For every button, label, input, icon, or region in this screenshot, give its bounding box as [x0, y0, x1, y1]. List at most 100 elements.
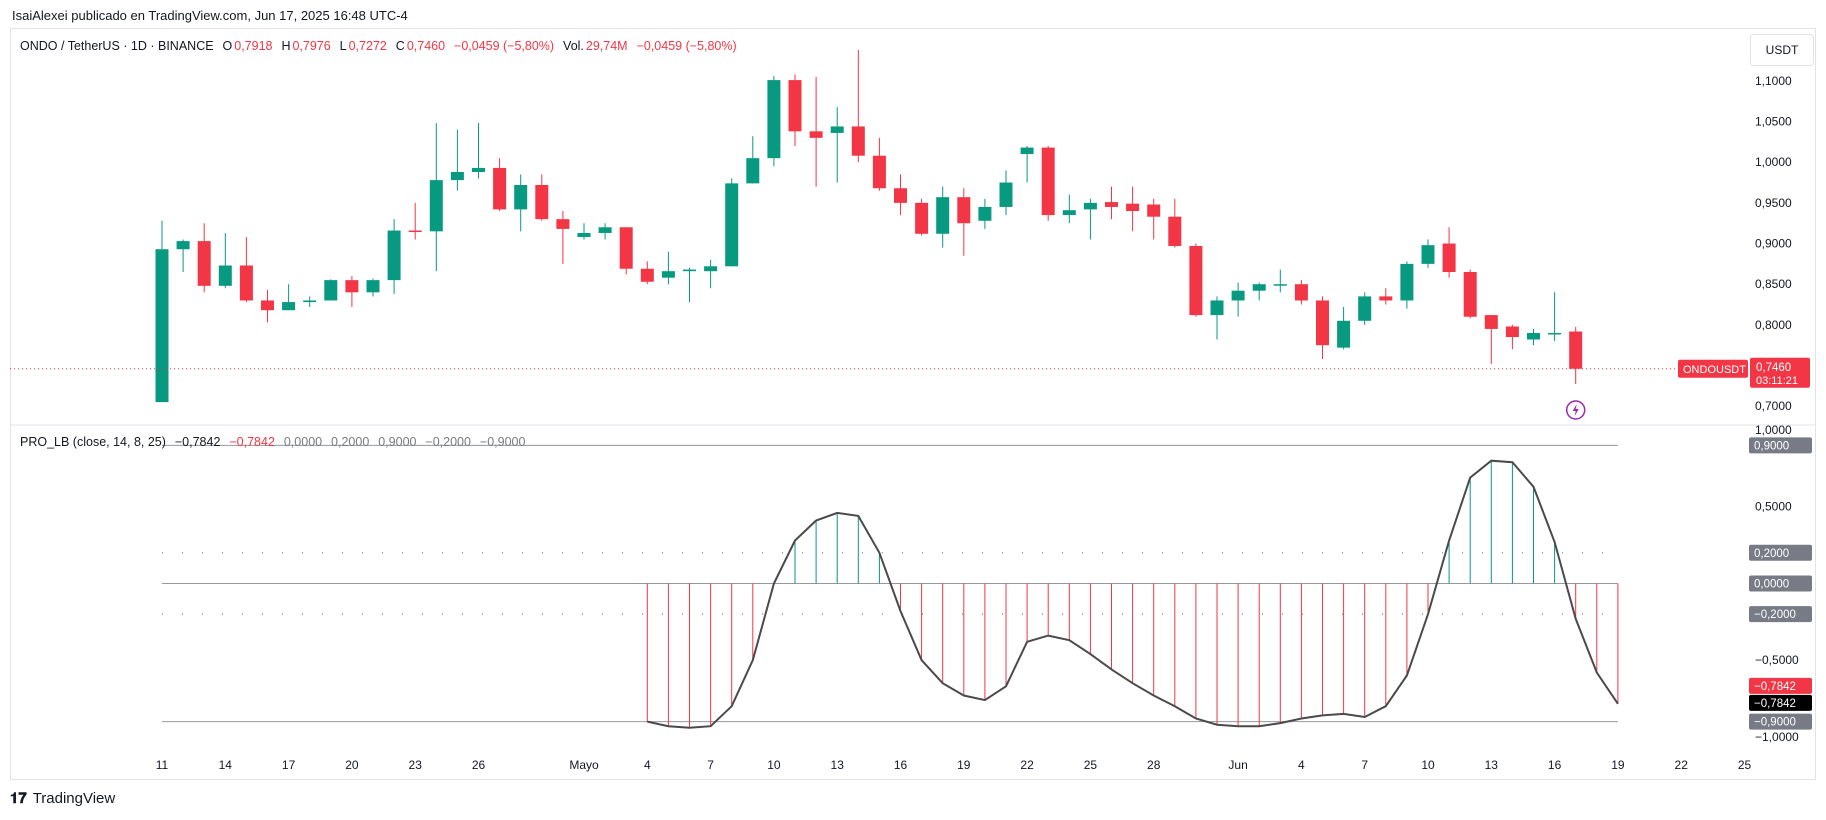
candle-body — [936, 197, 950, 234]
currency-button[interactable]: USDT — [1750, 34, 1814, 66]
candle-body — [1273, 284, 1287, 286]
lightning-bolt-icon — [1572, 404, 1579, 416]
candle-body — [619, 227, 633, 269]
time-axis-tick: 14 — [219, 758, 233, 772]
indicator-value-5: 0,9000 — [378, 435, 417, 449]
time-axis-tick: 7 — [707, 758, 714, 772]
time-axis-tick: Mayo — [569, 758, 599, 772]
time-axis-tick: 19 — [957, 758, 971, 772]
candle-body — [957, 197, 971, 224]
time-axis-tick: 25 — [1738, 758, 1752, 772]
price-axis-tick: 0,7000 — [1755, 399, 1792, 413]
candle-body — [577, 232, 591, 238]
time-axis-tick: 26 — [472, 758, 486, 772]
indicator-legend: PRO_LB (close, 14, 8, 25) −0,7842 −0,784… — [20, 435, 527, 449]
level-tag-bg — [1749, 606, 1812, 623]
time-axis-tick: 10 — [1421, 758, 1435, 772]
current-value-tag-2: −0,7842 — [1754, 698, 1796, 710]
level-tag: 0,2000 — [1754, 548, 1789, 560]
time-axis-tick: 11 — [156, 758, 169, 772]
symbol-tag: ONDOUSDT — [1683, 364, 1746, 376]
time-axis-tick: 16 — [1548, 758, 1562, 772]
candle-body — [472, 167, 485, 172]
open-label: O — [222, 39, 233, 53]
level-tag: −0,2000 — [1754, 609, 1796, 621]
current-value-tag: −0,7842 — [1754, 681, 1796, 693]
candle-body — [218, 265, 232, 286]
candle-body — [303, 300, 317, 303]
last-price-label: 0,7460 — [1756, 362, 1791, 374]
candle-body — [1210, 300, 1224, 316]
oscillator-axis-tick: −1,0000 — [1755, 730, 1799, 744]
level-tag-bg — [1749, 437, 1812, 454]
level-tag: 0,0000 — [1754, 578, 1789, 590]
candle-body — [872, 155, 886, 189]
candle-body — [1041, 147, 1055, 216]
price-axis-tick: 0,9500 — [1755, 196, 1792, 210]
candle-body — [1379, 296, 1393, 301]
time-axis-tick: 22 — [1020, 758, 1034, 772]
oscillator-axis-tick: −0,5000 — [1755, 653, 1799, 667]
time-axis-tick: 10 — [767, 758, 781, 772]
candle-body — [1147, 204, 1161, 217]
time-axis-tick: 13 — [831, 758, 845, 772]
candle-body — [408, 230, 422, 233]
candle-body — [1168, 216, 1182, 246]
candle-body — [1337, 320, 1351, 348]
candle-body — [1548, 332, 1562, 335]
candle-body — [239, 265, 253, 301]
time-axis-tick: 7 — [1361, 758, 1368, 772]
candle-body — [387, 230, 401, 281]
candle-body — [1294, 284, 1308, 301]
candle-body — [788, 80, 802, 132]
candle-body — [1400, 263, 1414, 301]
level-tag-bg — [1749, 544, 1812, 561]
oscillator-axis-tick: 1,0000 — [1755, 423, 1792, 437]
candle-body — [1083, 202, 1097, 210]
price-legend: ONDO / TetherUS · 1D · BINANCE O 0,7918 H… — [20, 39, 739, 53]
time-axis-tick: 16 — [894, 758, 908, 772]
symbol-label[interactable]: ONDO / TetherUS · 1D · BINANCE — [20, 39, 214, 53]
candle-body — [1442, 243, 1456, 272]
candle-body — [1189, 245, 1203, 316]
candle-body — [197, 241, 211, 286]
candle-body — [535, 184, 549, 220]
candle-body — [851, 126, 865, 156]
oscillator-line — [647, 459, 1619, 729]
candle-body — [767, 80, 781, 159]
time-axis-tick: 19 — [1611, 758, 1625, 772]
level-tag-bg — [1749, 575, 1812, 592]
candle-body — [704, 266, 718, 272]
candle-body — [429, 180, 443, 232]
candle-body — [1505, 326, 1519, 338]
time-axis-tick: 22 — [1675, 758, 1689, 772]
candle-body — [1358, 296, 1372, 321]
footer-brand-label: TradingView — [32, 790, 116, 807]
candle-body — [661, 271, 675, 278]
close-label: C — [395, 39, 405, 53]
candle-body — [556, 219, 570, 229]
indicator-value-3: 0,0000 — [283, 435, 323, 449]
indicator-value-6: −0,2000 — [425, 435, 471, 449]
last-price-tag-bg — [1750, 357, 1810, 388]
indicator-name[interactable]: PRO_LB (close, 14, 8, 25) — [20, 435, 166, 449]
time-axis-tick: Jun — [1228, 758, 1247, 772]
price-axis-tick: 1,0500 — [1755, 115, 1792, 129]
symbol-tag-bg — [1678, 359, 1748, 378]
current-value-tag-bg-2 — [1749, 694, 1812, 711]
candle-body — [640, 268, 654, 282]
low-value: 0,7272 — [348, 39, 387, 53]
time-axis-tick: 23 — [409, 758, 423, 772]
price-axis-tick: 0,8500 — [1755, 277, 1792, 291]
level-tag-bg — [1749, 713, 1812, 730]
candle-body — [1231, 290, 1245, 301]
footer-brand[interactable]: 𝟏𝟕 TradingView — [10, 790, 115, 807]
publish-header: IsaiAlexei publicado en TradingView.com,… — [12, 8, 408, 23]
candle-body — [1569, 331, 1583, 369]
candle-body — [1105, 202, 1118, 207]
candle-body — [1463, 272, 1477, 317]
candle-body — [598, 227, 612, 233]
chart-frame — [10, 28, 1816, 780]
time-axis-tick: 25 — [1084, 758, 1098, 772]
